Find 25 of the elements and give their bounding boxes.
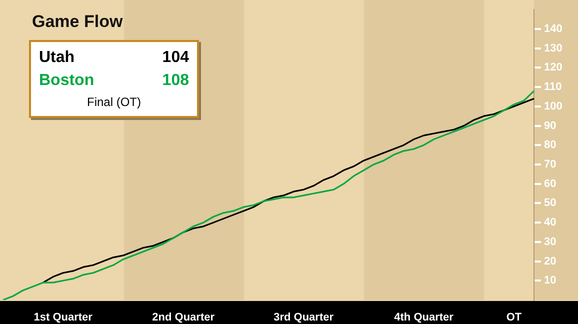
y-tick-label: 40: [544, 216, 556, 229]
y-tick-label: 50: [544, 197, 556, 210]
x-tick-label: 4th Quarter: [394, 312, 454, 324]
y-tick-label: 140: [544, 22, 562, 35]
y-tick-label: 70: [544, 158, 556, 171]
y-tick-label: 20: [544, 255, 556, 268]
text: Utah: [39, 48, 75, 68]
y-tick-label: 130: [544, 42, 562, 54]
x-tick-label: 3rd Quarter: [274, 312, 334, 324]
y-tick-label: 100: [544, 100, 562, 112]
annotation: 108: [162, 71, 189, 91]
chart-title: Game Flow: [32, 12, 123, 32]
y-tick-label: 10: [544, 274, 556, 287]
annotation: Final (OT): [86, 94, 142, 111]
text: Boston: [39, 71, 94, 91]
y-tick-label: 110: [544, 81, 562, 94]
x-tick-label: OT: [506, 312, 522, 324]
y-tick-label: 30: [544, 236, 556, 248]
x-tick-label: 2nd Quarter: [152, 312, 216, 324]
annotation: 104: [162, 48, 189, 68]
x-tick-label: 1st Quarter: [34, 312, 94, 324]
y-tick-label: 120: [544, 62, 562, 74]
y-tick-label: 80: [544, 139, 556, 152]
y-tick-label: 60: [544, 178, 556, 190]
y-tick-label: 90: [544, 120, 556, 132]
